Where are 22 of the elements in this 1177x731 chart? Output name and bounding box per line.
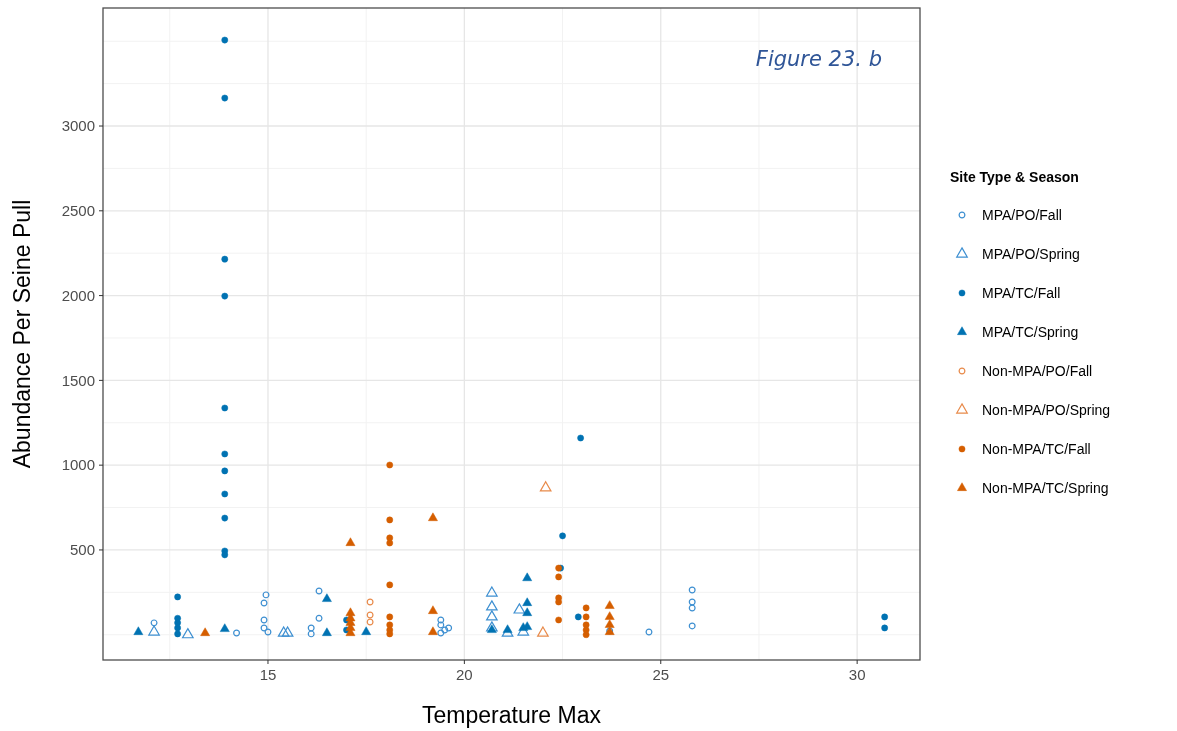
legend-label: MPA/PO/Spring [982,245,1080,262]
legend-label: MPA/TC/Fall [982,284,1061,301]
y-tick-label: 2500 [61,202,95,220]
y-axis-title: Abundance Per Seine Pull [9,199,35,469]
legend-label: Non-MPA/PO/Spring [982,401,1111,418]
legend-title: Site Type & Season [950,169,1079,185]
y-tick-label: 3000 [61,117,95,135]
y-tick-label: 2000 [61,286,95,304]
x-tick-label: 30 [848,666,866,683]
legend-label: Non-MPA/TC/Fall [982,440,1091,457]
annotation: Figure 23. b [755,47,882,71]
x-tick-label: 20 [456,666,473,683]
y-tick-label: 1000 [61,456,95,474]
x-tick-label: 25 [652,666,670,683]
legend-label: MPA/TC/Spring [982,323,1079,340]
y-tick-label: 1500 [61,371,95,389]
legend-label: Non-MPA/PO/Fall [982,362,1093,379]
y-tick-label: 500 [69,541,95,559]
x-tick-label: 15 [259,666,277,683]
legend-label: Non-MPA/TC/Spring [982,479,1109,496]
legend-label: MPA/PO/Fall [982,206,1062,223]
x-axis-title: Temperature Max [422,702,602,728]
